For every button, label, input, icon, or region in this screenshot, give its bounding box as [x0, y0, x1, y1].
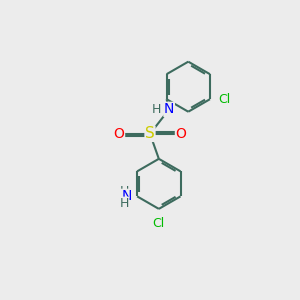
Text: H: H [119, 184, 129, 198]
Text: Cl: Cl [218, 93, 230, 106]
Text: O: O [176, 127, 186, 141]
Text: S: S [145, 126, 155, 141]
Text: N: N [164, 102, 174, 116]
Text: H: H [152, 103, 161, 116]
Text: Cl: Cl [153, 217, 165, 230]
Text: O: O [114, 127, 124, 141]
Text: N: N [122, 189, 132, 203]
Text: H: H [119, 197, 129, 210]
